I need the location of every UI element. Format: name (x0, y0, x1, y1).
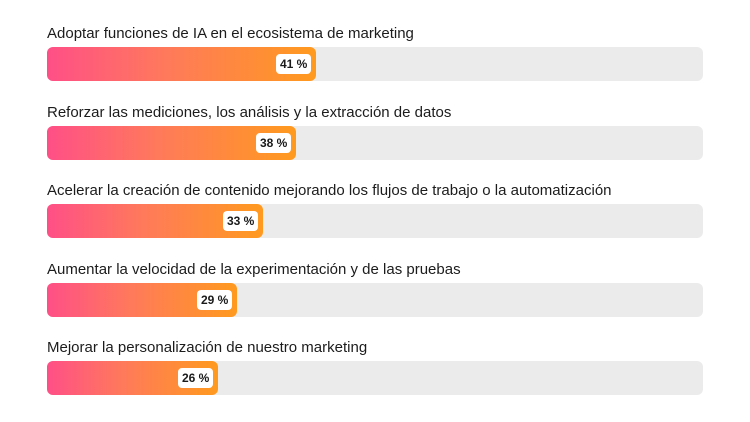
bar-category-label: Aumentar la velocidad de la experimentac… (47, 261, 461, 278)
bar-row: Mejorar la personalización de nuestro ma… (47, 339, 703, 413)
bar-row: Adoptar funciones de IA en el ecosistema… (47, 25, 703, 99)
bar-track: 29 % (47, 283, 703, 317)
bar-category-label: Adoptar funciones de IA en el ecosistema… (47, 25, 414, 42)
bar-fill: 41 % (47, 47, 316, 81)
bar-fill: 33 % (47, 204, 263, 238)
bar-track: 38 % (47, 126, 703, 160)
bar-fill: 29 % (47, 283, 237, 317)
bar-fill: 26 % (47, 361, 218, 395)
bar-category-label: Reforzar las mediciones, los análisis y … (47, 104, 452, 121)
bar-row: Acelerar la creación de contenido mejora… (47, 182, 703, 256)
bar-fill: 38 % (47, 126, 296, 160)
bar-row: Reforzar las mediciones, los análisis y … (47, 104, 703, 178)
bar-value-label: 29 % (197, 290, 233, 310)
bar-value-label: 33 % (223, 211, 259, 231)
bar-row: Aumentar la velocidad de la experimentac… (47, 261, 703, 335)
bar-track: 41 % (47, 47, 703, 81)
bar-category-label: Acelerar la creación de contenido mejora… (47, 182, 612, 199)
bar-value-label: 38 % (256, 133, 292, 153)
bar-value-label: 41 % (276, 54, 312, 74)
bar-track: 26 % (47, 361, 703, 395)
bar-track: 33 % (47, 204, 703, 238)
bar-value-label: 26 % (178, 368, 214, 388)
bar-category-label: Mejorar la personalización de nuestro ma… (47, 339, 368, 356)
